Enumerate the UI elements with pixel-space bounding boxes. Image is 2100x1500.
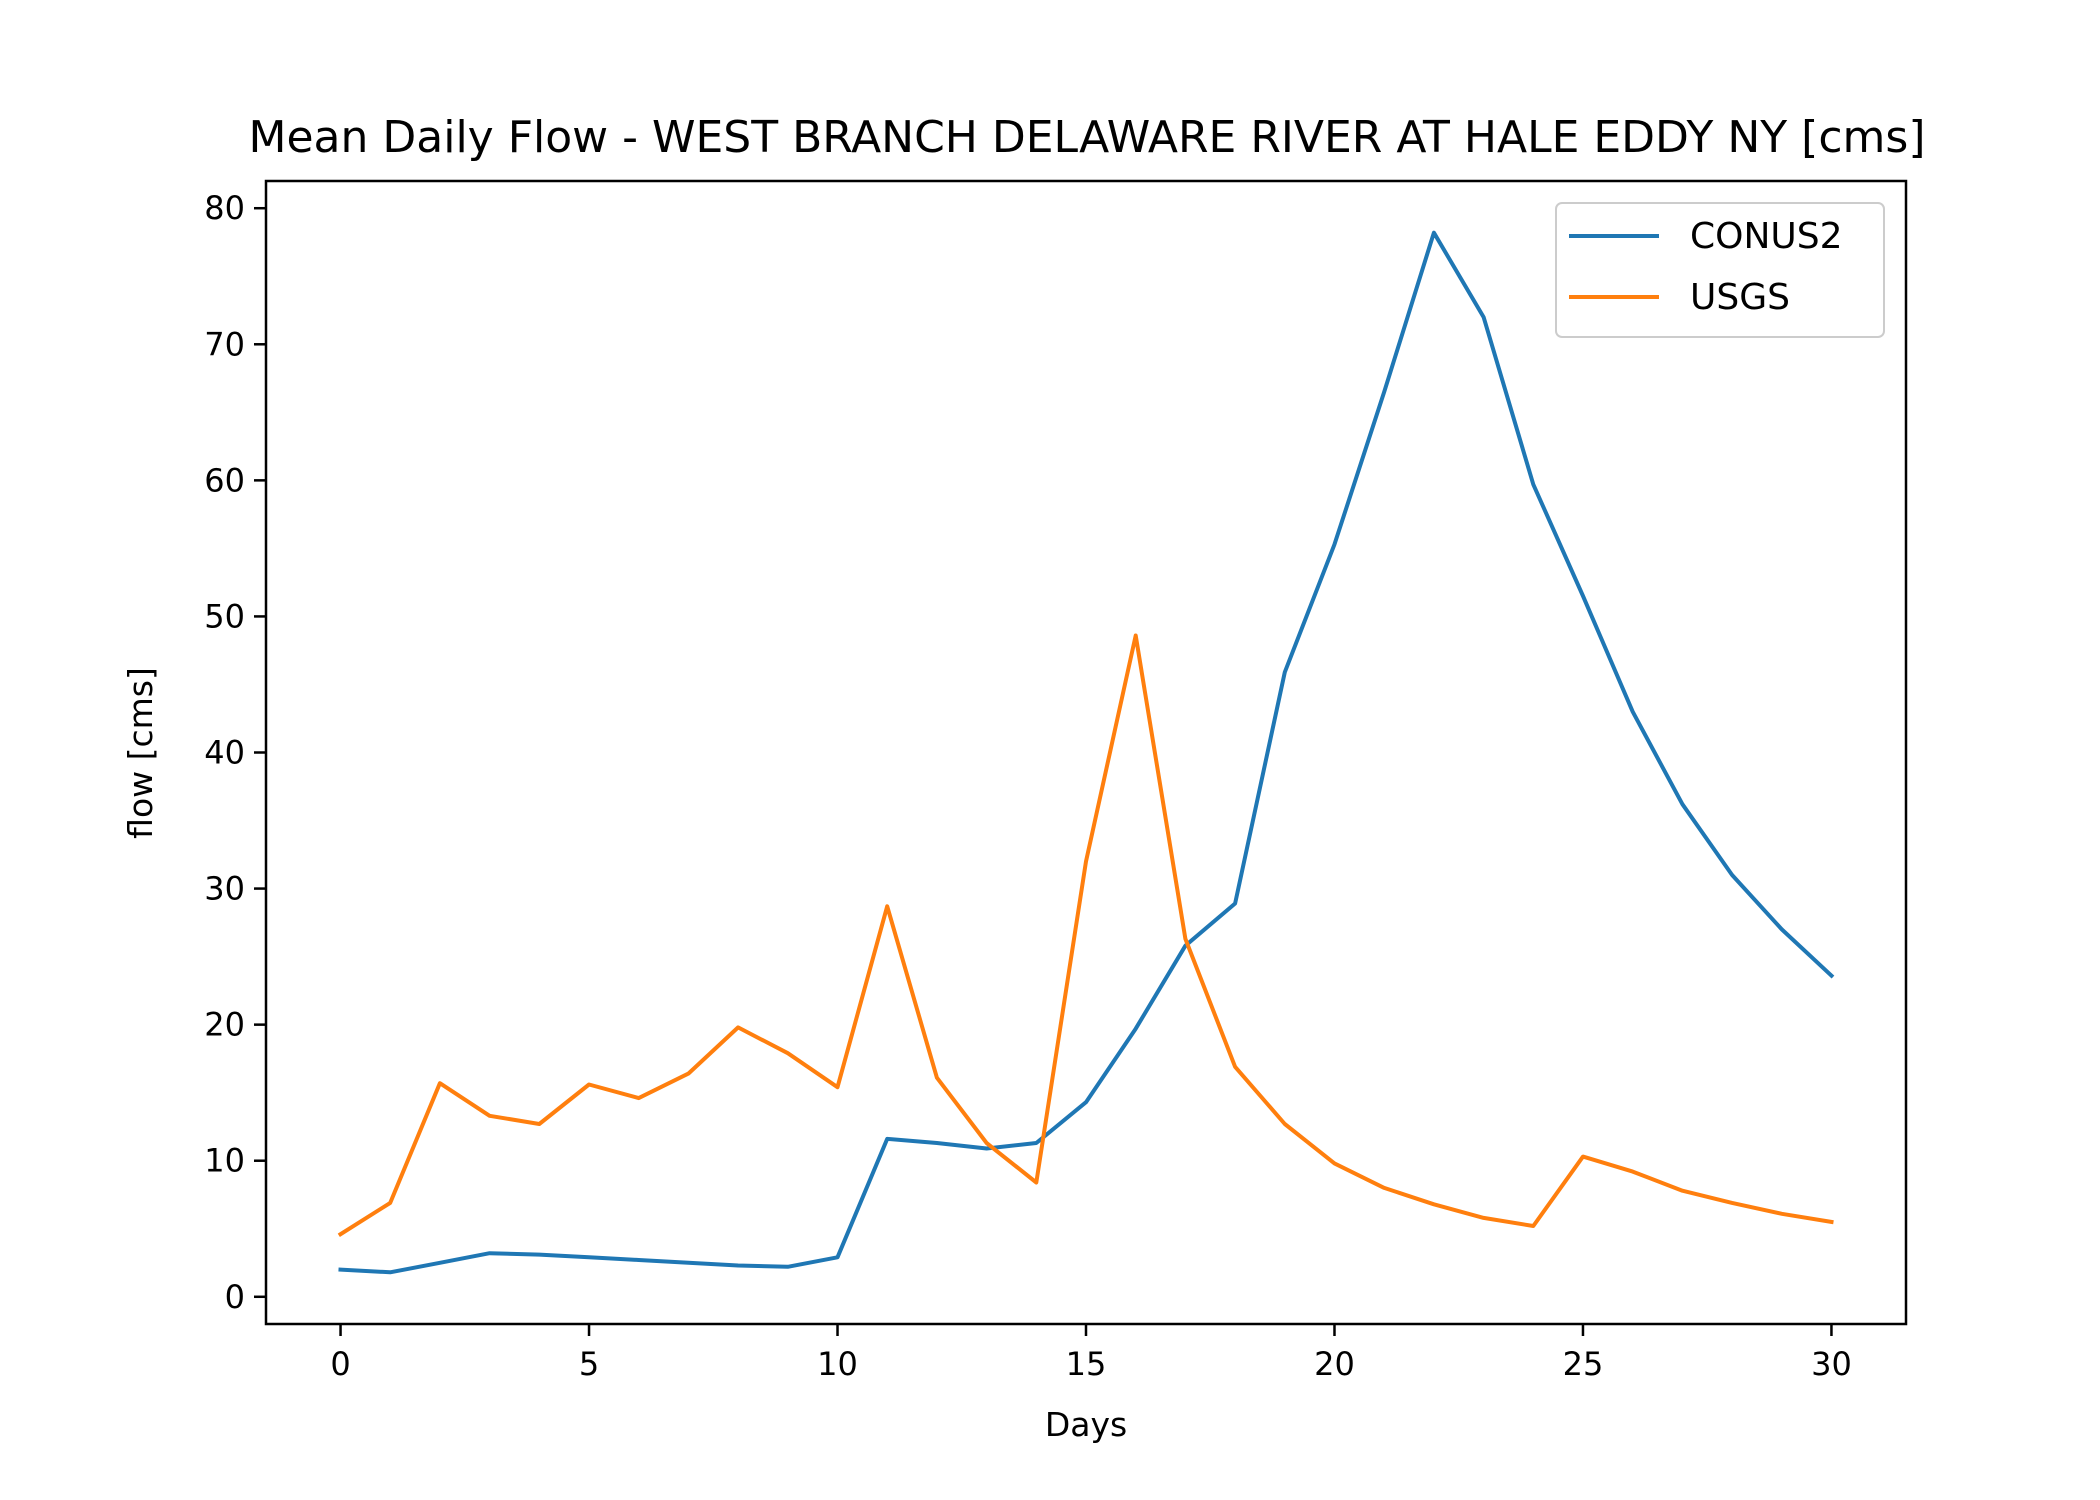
y-tick-label: 30	[204, 870, 245, 908]
y-tick-label: 10	[204, 1142, 245, 1180]
x-tick-label: 5	[579, 1345, 599, 1383]
x-tick-label: 0	[330, 1345, 350, 1383]
legend: CONUS2 USGS	[1555, 202, 1885, 338]
legend-label-conus2: CONUS2	[1690, 216, 1843, 257]
x-axis: 0 5 10 15 20 25 30	[330, 1324, 1852, 1383]
y-axis-label: flow [cms]	[121, 667, 160, 839]
x-tick-label: 25	[1563, 1345, 1604, 1383]
x-tick-label: 15	[1066, 1345, 1107, 1383]
chart-title: Mean Daily Flow - WEST BRANCH DELAWARE R…	[249, 112, 1926, 163]
plot-lines	[337, 230, 1835, 1275]
y-tick-label: 0	[225, 1278, 245, 1316]
y-tick-label: 80	[204, 189, 245, 227]
legend-label-usgs: USGS	[1690, 277, 1790, 318]
x-tick-label: 20	[1314, 1345, 1355, 1383]
y-tick-label: 70	[204, 325, 245, 363]
x-tick-label: 10	[817, 1345, 858, 1383]
y-tick-label: 20	[204, 1006, 245, 1044]
x-axis-label: Days	[1045, 1405, 1127, 1444]
series-line-conus2	[338, 230, 1835, 1275]
y-tick-label: 50	[204, 597, 245, 635]
x-tick-label: 30	[1811, 1345, 1852, 1383]
y-tick-label: 60	[204, 461, 245, 499]
y-axis: 0 10 20 30 40 50 60 70 80	[204, 189, 266, 1316]
series-line-usgs	[337, 633, 1834, 1237]
y-tick-label: 40	[204, 734, 245, 772]
